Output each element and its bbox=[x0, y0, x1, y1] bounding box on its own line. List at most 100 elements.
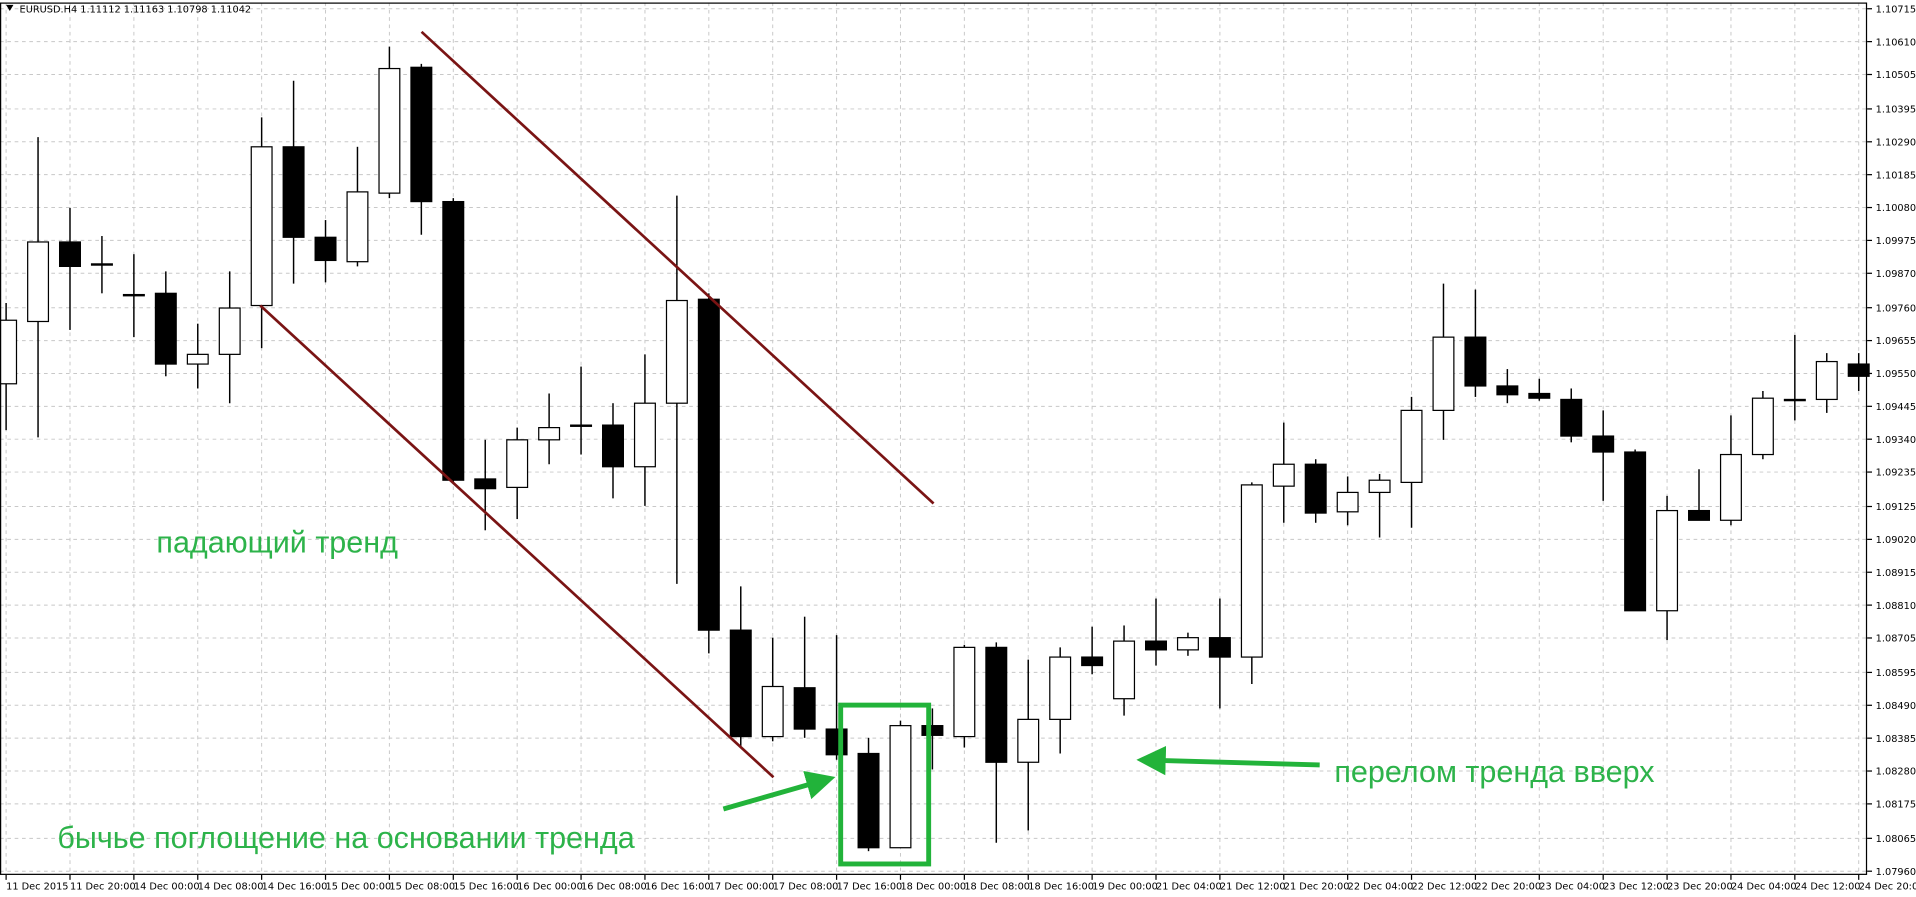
x-tick-label: 23 Dec 12:00 bbox=[1603, 882, 1669, 893]
x-tick-label: 19 Dec 00:00 bbox=[1092, 882, 1158, 893]
candle-body bbox=[1176, 637, 1199, 651]
x-tick-label: 11 Dec 2015 bbox=[6, 882, 68, 893]
candle-body bbox=[410, 66, 433, 203]
y-tick-label: 1.10395 bbox=[1876, 105, 1916, 116]
trend-line bbox=[259, 304, 775, 779]
x-tick-label: 23 Dec 20:00 bbox=[1667, 882, 1733, 893]
trend-line bbox=[420, 30, 935, 505]
x-tick-label: 16 Dec 16:00 bbox=[645, 882, 711, 893]
y-tick-label: 1.09125 bbox=[1876, 502, 1916, 513]
y-tick-label: 1.09760 bbox=[1876, 303, 1916, 314]
x-tick-label: 15 Dec 00:00 bbox=[326, 882, 392, 893]
candle-body bbox=[1656, 509, 1679, 612]
y-tick-label: 1.10610 bbox=[1876, 37, 1916, 48]
x-tick-label: 21 Dec 20:00 bbox=[1284, 882, 1350, 893]
y-tick-label: 1.08065 bbox=[1876, 834, 1916, 845]
candle-body bbox=[889, 725, 912, 849]
candle-body bbox=[1719, 453, 1742, 521]
candle-body bbox=[665, 299, 688, 404]
candle-body bbox=[793, 687, 816, 730]
x-tick-label: 14 Dec 16:00 bbox=[262, 882, 328, 893]
y-tick-label: 1.10290 bbox=[1876, 137, 1916, 148]
candle-body bbox=[1400, 409, 1423, 484]
candle-body bbox=[570, 424, 593, 427]
candle-body bbox=[921, 725, 944, 736]
x-tick-label: 17 Dec 08:00 bbox=[773, 882, 839, 893]
x-tick-label: 15 Dec 16:00 bbox=[453, 882, 519, 893]
candle-body bbox=[442, 200, 465, 481]
candle-body bbox=[825, 728, 848, 756]
y-tick-label: 1.07960 bbox=[1876, 867, 1916, 878]
annotation: перелом тренда вверх bbox=[1334, 755, 1654, 789]
y-tick-label: 1.09550 bbox=[1876, 369, 1916, 380]
candle-body bbox=[602, 424, 624, 468]
x-tick-label: 24 Dec 04:00 bbox=[1731, 882, 1797, 893]
candle-body bbox=[218, 307, 241, 355]
y-tick-label: 1.09235 bbox=[1876, 468, 1916, 479]
highlight-box bbox=[838, 702, 932, 867]
y-tick-label: 1.09020 bbox=[1876, 535, 1916, 546]
candle-body bbox=[538, 427, 561, 441]
candle-body bbox=[1432, 336, 1455, 412]
candle-body bbox=[250, 146, 273, 307]
y-tick-label: 1.08385 bbox=[1876, 734, 1916, 745]
candle-body bbox=[58, 241, 81, 268]
candle-body bbox=[282, 146, 305, 238]
y-tick-label: 1.08705 bbox=[1876, 634, 1916, 645]
y-tick-label: 1.08595 bbox=[1876, 668, 1916, 679]
y-tick-label: 1.08810 bbox=[1876, 601, 1916, 612]
candle-body bbox=[1081, 656, 1104, 667]
y-tick-label: 1.10505 bbox=[1876, 70, 1916, 81]
candle-body bbox=[1496, 385, 1519, 396]
y-tick-label: 1.08915 bbox=[1876, 568, 1916, 579]
chart-title: EURUSD.H4 1.11112 1.11163 1.10798 1.1104… bbox=[20, 4, 252, 15]
y-tick-label: 1.09870 bbox=[1876, 269, 1916, 280]
x-tick-label: 17 Dec 00:00 bbox=[709, 882, 775, 893]
annotation: бычье поглощение на основании тренда bbox=[57, 821, 634, 855]
x-tick-label: 14 Dec 08:00 bbox=[198, 882, 264, 893]
x-tick-label: 24 Dec 20:00 bbox=[1859, 882, 1916, 893]
x-tick-label: 24 Dec 12:00 bbox=[1795, 882, 1861, 893]
candle-body bbox=[729, 629, 752, 738]
candles bbox=[0, 46, 1870, 852]
candle-body bbox=[1272, 463, 1295, 487]
candle-body bbox=[1783, 398, 1806, 402]
candle-body bbox=[0, 319, 18, 385]
x-tick-label: 18 Dec 08:00 bbox=[964, 882, 1030, 893]
annotation: падающий тренд bbox=[156, 525, 398, 559]
candle-body bbox=[1847, 363, 1870, 377]
grid bbox=[0, 2, 1868, 875]
candle-body bbox=[857, 752, 880, 849]
x-tick-label: 14 Dec 00:00 bbox=[134, 882, 200, 893]
menu-triangle bbox=[6, 4, 14, 12]
candle-body bbox=[378, 67, 401, 194]
candle-body bbox=[1592, 435, 1615, 453]
x-tick-label: 21 Dec 12:00 bbox=[1220, 882, 1286, 893]
x-tick-label: 22 Dec 20:00 bbox=[1475, 882, 1541, 893]
candle-body bbox=[1336, 491, 1359, 513]
candle-body bbox=[1368, 479, 1391, 494]
y-tick-label: 1.10185 bbox=[1876, 170, 1916, 181]
candle-body bbox=[1815, 360, 1838, 401]
plot-frame bbox=[0, 2, 1868, 875]
candle-body bbox=[90, 263, 113, 266]
candle-body bbox=[1208, 637, 1231, 658]
x-tick-label: 22 Dec 12:00 bbox=[1412, 882, 1478, 893]
x-tick-label: 16 Dec 08:00 bbox=[581, 882, 647, 893]
candle-body bbox=[474, 478, 497, 490]
candle-body bbox=[1624, 451, 1647, 612]
candle-body bbox=[1240, 484, 1263, 658]
x-tick-label: 23 Dec 04:00 bbox=[1539, 882, 1605, 893]
candle-body bbox=[697, 298, 720, 631]
arrow bbox=[1136, 745, 1320, 776]
x-tick-label: 11 Dec 20:00 bbox=[70, 882, 136, 893]
candle-body bbox=[1560, 398, 1583, 437]
y-tick-label: 1.09655 bbox=[1876, 336, 1916, 347]
y-tick-label: 1.09445 bbox=[1876, 402, 1916, 413]
candle-body bbox=[1145, 640, 1168, 651]
arrow bbox=[722, 770, 836, 812]
y-tick-label: 1.10080 bbox=[1876, 203, 1916, 214]
x-tick-label: 16 Dec 00:00 bbox=[517, 882, 583, 893]
